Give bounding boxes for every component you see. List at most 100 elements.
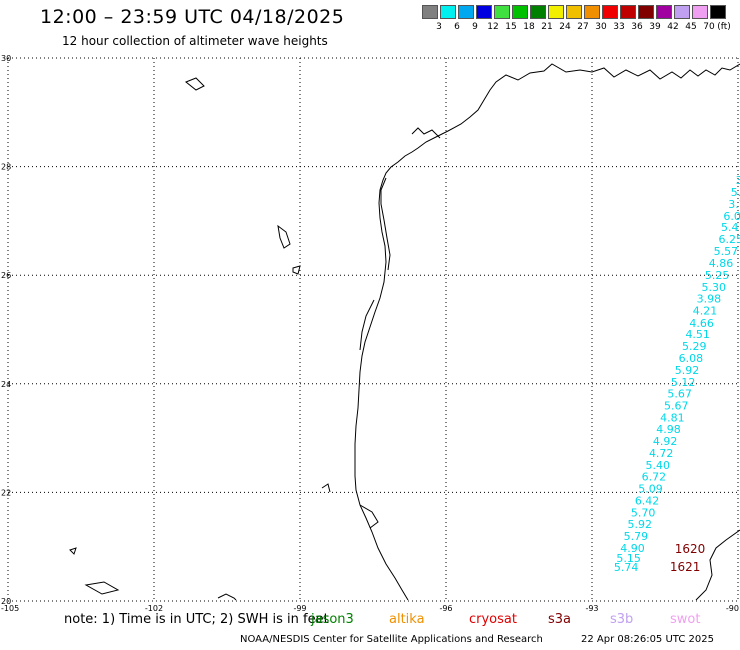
footer-credit: NOAA/NESDIS Center for Satellite Applica… <box>240 634 543 645</box>
note-text: note: 1) Time is in UTC; 2) SWH is in fe… <box>64 612 329 627</box>
scale-swatch <box>440 5 456 19</box>
scale-swatch <box>458 5 474 19</box>
wave-height-reading: 4.72 <box>649 447 674 460</box>
wave-height-reading: 6.72 <box>642 470 667 483</box>
satellite-track: 4.3.5.3.76.05.46.255.574.865.255.303.984… <box>614 174 740 574</box>
scale-label: 36 <box>631 22 643 32</box>
scale-swatch <box>638 5 654 19</box>
lon-label: -99 <box>293 604 306 613</box>
yucatan-coast <box>695 529 740 601</box>
wave-height-reading: 5.79 <box>624 530 649 543</box>
wave-height-reading: 5.15 <box>616 552 641 565</box>
scale-label: 12 <box>487 22 499 32</box>
wave-height-reading: 4.51 <box>685 328 710 341</box>
wave-height-reading: 5.4 <box>721 221 739 234</box>
wave-height-reading: 3.98 <box>697 292 722 305</box>
wave-height-reading: 4.98 <box>656 423 681 436</box>
scale-swatch <box>656 5 672 19</box>
wave-height-reading: 4.86 <box>709 257 734 270</box>
inland-lake-2 <box>277 224 291 249</box>
lat-label: 30 <box>1 54 11 63</box>
inland-lake-7 <box>69 547 77 555</box>
scale-swatch <box>566 5 582 19</box>
satellite-swot: swot <box>670 612 701 627</box>
lon-label: -90 <box>726 604 739 613</box>
wave-height-reading: 5.30 <box>702 281 727 294</box>
footer-timestamp: 22 Apr 08:26:05 UTC 2025 <box>581 634 714 645</box>
wave-height-reading: 6.08 <box>679 352 704 365</box>
scale-label: 24 <box>559 22 571 32</box>
wave-height-reading: 4.81 <box>660 411 685 424</box>
scale-unit: (ft) <box>717 22 731 32</box>
texas-mexico-coastline <box>354 63 740 601</box>
lagoon-tamiahua <box>359 504 379 529</box>
scale-label: 21 <box>541 22 553 32</box>
laguna-madre <box>359 299 375 351</box>
scale-label: 27 <box>577 22 589 32</box>
scale-swatch <box>674 5 690 19</box>
satellite-altika: altika <box>389 612 425 627</box>
wave-height-reading: 5.70 <box>631 506 656 519</box>
scale-swatch <box>692 5 708 19</box>
scale-label: 9 <box>472 22 478 32</box>
wave-height-reading: 5.67 <box>664 399 689 412</box>
scale-label: 70 <box>703 22 715 32</box>
wave-height-reading: 6.42 <box>635 494 660 507</box>
scale-label: 33 <box>613 22 625 32</box>
pass-time-label: 1621 <box>670 560 701 574</box>
scale-swatch <box>620 5 636 19</box>
wave-height-reading: 4.66 <box>689 317 714 330</box>
lat-label: 24 <box>1 380 11 389</box>
wave-height-reading: 5. <box>731 186 740 199</box>
inland-lake-5 <box>217 593 237 601</box>
pass-time-label: 1620 <box>675 542 706 556</box>
scale-swatch <box>530 5 546 19</box>
scale-swatch <box>548 5 564 19</box>
scale-label: 39 <box>649 22 661 32</box>
scale-swatch <box>584 5 600 19</box>
scale-swatch <box>602 5 618 19</box>
wave-height-reading: 5.12 <box>671 376 696 389</box>
page-subtitle: 12 hour collection of altimeter wave hei… <box>62 34 328 48</box>
wave-height-reading: 5.92 <box>628 518 653 531</box>
satellite-cryosat: cryosat <box>469 612 517 627</box>
wave-height-color-scale: 3 6 9 12 15 18 21 24 27 30 33 36 39 42 45 70 (ft) <box>422 5 731 37</box>
scale-label: 6 <box>454 22 460 32</box>
scale-label: 15 <box>505 22 517 32</box>
lat-label: 22 <box>1 488 11 497</box>
scale-swatch <box>422 5 438 19</box>
scale-swatch <box>494 5 510 19</box>
scale-label: 30 <box>595 22 607 32</box>
barrier-island <box>380 177 391 271</box>
lat-lon-grid <box>7 57 739 602</box>
scale-swatch <box>710 5 726 19</box>
lat-label: 28 <box>1 163 11 172</box>
scale-label: 3 <box>436 22 442 32</box>
scale-label: 18 <box>523 22 535 32</box>
inland-lake-4 <box>84 581 120 595</box>
wave-height-reading: 5.09 <box>638 482 663 495</box>
lon-label: -93 <box>585 604 598 613</box>
scale-label: 45 <box>685 22 697 32</box>
coastline <box>69 63 740 601</box>
wave-height-reading: 5.29 <box>682 340 707 353</box>
scale-label: 42 <box>667 22 679 32</box>
wave-height-reading: 5.92 <box>675 364 700 377</box>
lon-label: -105 <box>1 604 19 613</box>
wave-height-reading: 5.74 <box>614 561 639 574</box>
inland-lake-1 <box>185 77 205 91</box>
lon-label: -96 <box>439 604 452 613</box>
galveston-bay <box>411 127 441 139</box>
page-title: 12:00 – 23:59 UTC 04/18/2025 <box>40 6 345 28</box>
scale-swatch <box>512 5 528 19</box>
wave-height-reading: 6.25 <box>719 233 740 246</box>
wave-height-reading: 5.57 <box>714 245 739 258</box>
satellite-s3b: s3b <box>610 612 634 627</box>
wave-height-reading: 4.21 <box>693 304 718 317</box>
wave-height-reading: 3.7 <box>728 198 740 211</box>
wave-height-reading: 4.90 <box>620 542 645 555</box>
wave-height-reading: 5.40 <box>646 459 671 472</box>
wave-height-reading: 5.25 <box>705 269 730 282</box>
inland-lake-3 <box>292 265 301 275</box>
